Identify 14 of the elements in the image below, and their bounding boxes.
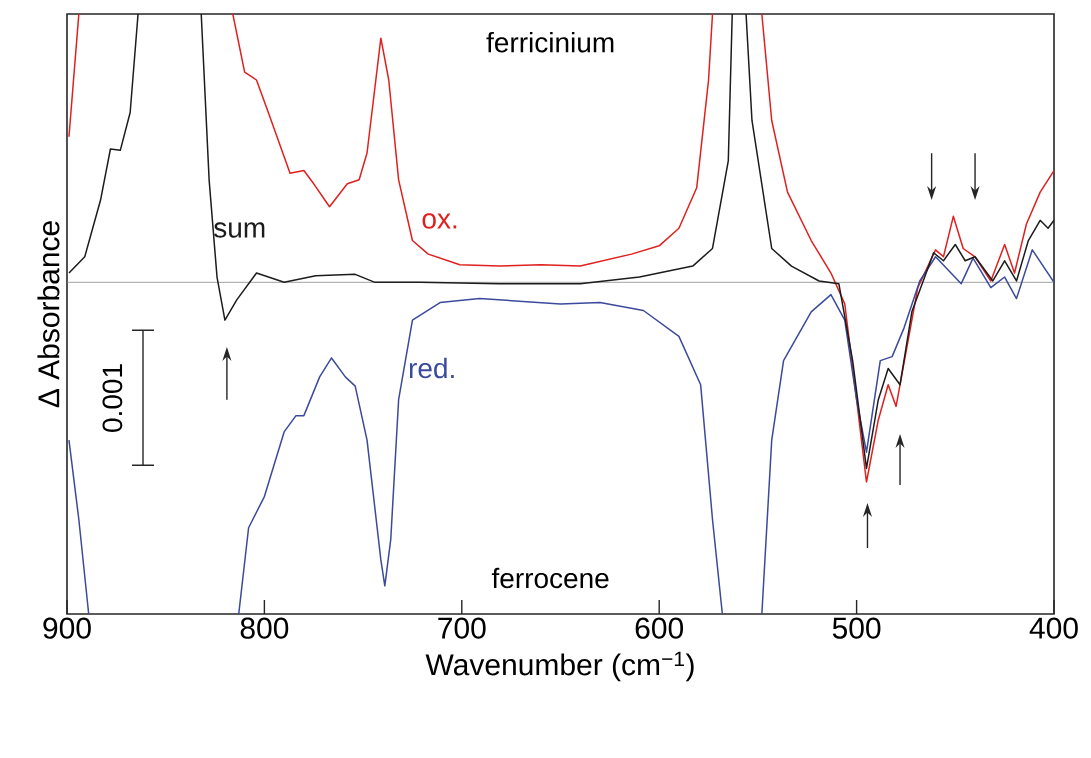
annotation: 0.001: [102, 364, 123, 432]
annotation: ferrocene: [491, 567, 609, 589]
y-axis-title: Δ Absorbance: [37, 221, 60, 408]
series-label: sum: [214, 222, 265, 238]
series-label: ox.: [422, 213, 457, 229]
x-tick-label: 700: [438, 617, 486, 639]
x-tick-label: 600: [635, 617, 684, 639]
x-tick-label: 900: [43, 617, 91, 639]
annotation: ferricinium: [486, 31, 614, 53]
x-tick-label: 800: [240, 617, 289, 639]
series-label: red.: [409, 357, 454, 379]
x-axis-title: Wavenumber (cm$^{−1}$): [425, 651, 694, 682]
x-tick-label: 500: [832, 617, 881, 639]
x-tick-label: 400: [1029, 617, 1078, 639]
